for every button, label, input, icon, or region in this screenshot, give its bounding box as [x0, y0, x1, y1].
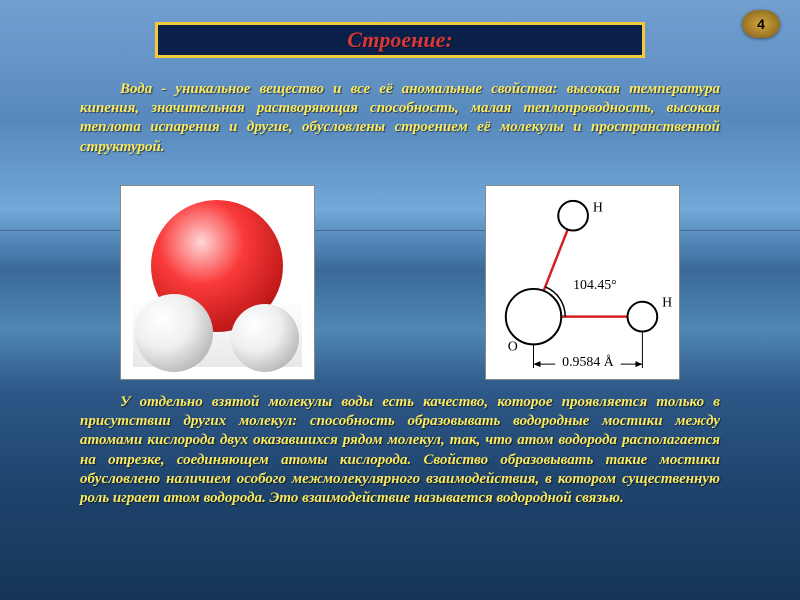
o-atom-label: O	[508, 338, 518, 353]
molecule-geometry-figure: 104.45° H H O 0.9584 Å	[485, 185, 680, 380]
page-number: 4	[757, 16, 765, 32]
dim-arrow-right	[635, 361, 642, 367]
hydrogen-circle-right	[628, 302, 658, 332]
intro-paragraph: Вода - уникальное вещество и все её аном…	[80, 80, 720, 157]
h1-atom-label: H	[593, 200, 603, 215]
page-number-badge: 4	[742, 10, 780, 38]
h2-atom-label: H	[662, 295, 672, 310]
angle-label: 104.45°	[573, 277, 617, 292]
bond-length-label: 0.9584 Å	[562, 354, 614, 369]
slide-title: Строение:	[347, 27, 452, 53]
dim-arrow-left	[534, 361, 541, 367]
hydrogen-sphere-left	[135, 294, 213, 372]
hydrogen-circle-top	[558, 201, 588, 231]
figures-row: 104.45° H H O 0.9584 Å	[0, 185, 800, 380]
title-box: Строение:	[155, 22, 645, 58]
body-paragraph: У отдельно взятой молекулы воды есть кач…	[80, 393, 720, 508]
oxygen-circle	[506, 289, 561, 344]
geometry-svg: 104.45° H H O 0.9584 Å	[486, 186, 679, 379]
hydrogen-sphere-right	[231, 304, 299, 372]
molecule-3d-figure	[120, 185, 315, 380]
